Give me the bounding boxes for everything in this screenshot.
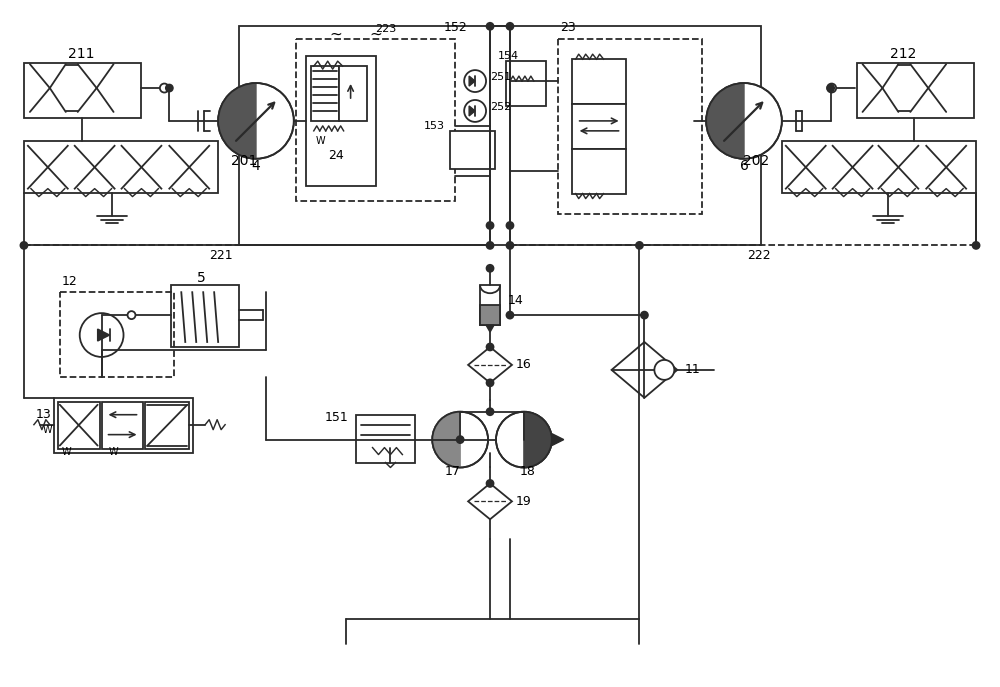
Bar — [572, 149, 626, 194]
Text: 201: 201 — [231, 154, 257, 168]
Circle shape — [457, 436, 464, 443]
Circle shape — [487, 344, 494, 350]
Circle shape — [636, 242, 643, 249]
Circle shape — [487, 264, 494, 272]
Text: 12: 12 — [62, 275, 78, 289]
Bar — [339, 66, 367, 121]
Text: 23: 23 — [560, 21, 576, 34]
Circle shape — [464, 70, 486, 92]
Circle shape — [487, 408, 494, 415]
Text: 4: 4 — [252, 159, 260, 172]
Text: 13: 13 — [36, 408, 52, 421]
Bar — [54, 398, 193, 453]
Circle shape — [827, 84, 836, 93]
Circle shape — [641, 312, 648, 319]
Text: 222: 222 — [747, 249, 771, 262]
Polygon shape — [468, 347, 512, 383]
Text: W: W — [316, 136, 325, 146]
Text: W: W — [109, 447, 118, 457]
Text: 251: 251 — [490, 72, 511, 82]
Circle shape — [506, 242, 513, 249]
Bar — [296, 39, 455, 201]
Text: W: W — [62, 447, 71, 457]
Bar — [58, 402, 100, 449]
Text: 152: 152 — [443, 21, 467, 34]
Bar — [24, 63, 141, 118]
Circle shape — [506, 222, 513, 229]
Text: 16: 16 — [516, 359, 532, 372]
Text: 19: 19 — [516, 495, 532, 508]
Circle shape — [464, 100, 486, 122]
Polygon shape — [524, 412, 552, 467]
Circle shape — [706, 83, 782, 159]
Polygon shape — [469, 106, 475, 116]
Polygon shape — [218, 83, 256, 159]
Polygon shape — [552, 433, 564, 446]
Circle shape — [973, 242, 980, 249]
Circle shape — [827, 85, 834, 91]
Circle shape — [654, 360, 674, 380]
Polygon shape — [98, 329, 110, 341]
Bar — [480, 305, 500, 325]
Bar — [480, 285, 500, 325]
Bar — [24, 141, 218, 192]
Polygon shape — [468, 484, 512, 519]
Text: 252: 252 — [490, 102, 511, 112]
Text: 202: 202 — [743, 154, 769, 168]
Text: 154: 154 — [498, 51, 519, 61]
Text: 6: 6 — [740, 159, 748, 172]
Text: W: W — [42, 425, 52, 435]
Circle shape — [487, 480, 494, 487]
Bar — [306, 56, 376, 185]
Bar — [506, 61, 546, 106]
Text: 11: 11 — [684, 363, 700, 376]
Text: 14: 14 — [508, 293, 524, 306]
Text: 221: 221 — [209, 249, 233, 262]
Circle shape — [496, 412, 552, 467]
Text: 17: 17 — [444, 465, 460, 478]
Circle shape — [20, 242, 27, 249]
Text: 5: 5 — [197, 271, 206, 285]
Bar — [171, 285, 239, 347]
Bar — [60, 292, 174, 377]
Circle shape — [80, 313, 124, 357]
Circle shape — [506, 312, 513, 319]
Polygon shape — [612, 342, 677, 398]
Polygon shape — [486, 325, 494, 332]
Circle shape — [160, 84, 169, 93]
Text: 211: 211 — [68, 47, 95, 61]
Bar — [102, 402, 143, 449]
Bar — [782, 141, 976, 192]
Polygon shape — [432, 412, 460, 467]
Text: 151: 151 — [325, 412, 349, 424]
Circle shape — [506, 23, 513, 30]
Circle shape — [432, 412, 488, 467]
Circle shape — [487, 222, 494, 229]
Bar — [311, 66, 339, 121]
Bar — [239, 26, 761, 245]
Text: 18: 18 — [520, 465, 536, 478]
Bar — [857, 63, 974, 118]
Bar — [558, 39, 702, 214]
Bar — [356, 415, 415, 462]
Polygon shape — [706, 83, 744, 159]
Circle shape — [487, 379, 494, 386]
Circle shape — [128, 311, 135, 319]
Text: 212: 212 — [890, 47, 917, 61]
Text: 223: 223 — [375, 24, 396, 34]
Bar — [572, 59, 626, 104]
Circle shape — [487, 242, 494, 249]
Bar — [572, 104, 626, 149]
Circle shape — [218, 83, 294, 159]
Text: 24: 24 — [328, 149, 344, 162]
Text: ~: ~ — [369, 27, 382, 42]
Circle shape — [166, 85, 173, 91]
Bar — [145, 402, 189, 449]
Polygon shape — [469, 76, 475, 86]
Text: 153: 153 — [424, 121, 445, 131]
Text: ~: ~ — [329, 27, 342, 42]
Circle shape — [487, 23, 494, 30]
Bar — [450, 131, 495, 169]
